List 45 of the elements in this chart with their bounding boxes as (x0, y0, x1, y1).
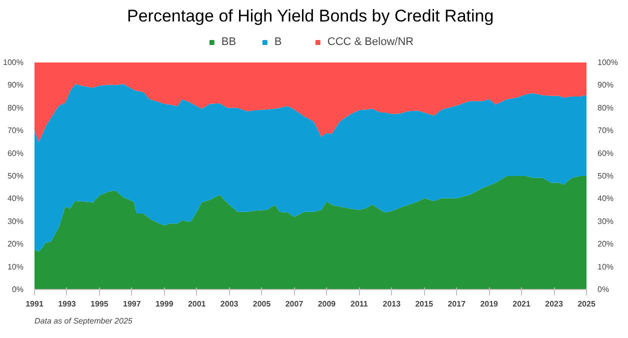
y-tick-label: 20% (7, 240, 24, 249)
x-tick-label: 2019 (480, 300, 499, 308)
x-tick-label: 2001 (188, 300, 206, 308)
y-tick-label: 100% (3, 58, 24, 67)
y2-tick-label: 70% (598, 126, 614, 136)
x-tick-label: 1997 (123, 300, 142, 308)
x-tick-label: 2005 (252, 300, 272, 308)
x-tick-label: 2025 (578, 300, 596, 308)
x-tick-label: 2011 (350, 300, 368, 308)
legend-label: BB (221, 36, 238, 48)
x-tick-label: 2003 (220, 300, 239, 308)
x-tick-label: 2015 (415, 300, 434, 308)
y-tick-label: 80% (7, 103, 24, 112)
y-tick-label: 50% (7, 172, 24, 180)
y-tick-label: 60% (7, 148, 24, 158)
y2-tick-label: 40% (598, 194, 614, 204)
text: Data as of September 2025 (34, 316, 133, 326)
y2-tick-label: 50% (598, 172, 614, 180)
legend-label: B (274, 36, 283, 48)
y-tick-label: 30% (7, 216, 24, 226)
y-tick-label: 90% (7, 80, 24, 90)
y2-tick-label: 60% (598, 148, 614, 158)
y2-tick-label: 0% (598, 285, 610, 294)
y2-tick-label: 100% (598, 58, 618, 67)
x-tick-label: 2007 (285, 300, 304, 308)
y2-tick-label: 10% (598, 262, 614, 272)
y-tick-label: 40% (7, 194, 24, 204)
x-tick-label: 2013 (382, 300, 402, 308)
y-tick-label: 70% (7, 126, 24, 136)
x-tick-label: 2017 (448, 300, 466, 308)
x-tick-label: 1991 (26, 300, 44, 308)
y2-tick-label: 20% (598, 240, 614, 249)
legend-label: CCC & Below/NR (327, 36, 414, 48)
chart-title: Percentage of High Yield Bonds by Credit Rating (127, 6, 494, 26)
y-tick-label: 10% (7, 262, 24, 272)
y2-tick-label: 30% (598, 216, 614, 226)
x-tick-label: 2009 (318, 300, 336, 308)
x-tick-label: 1995 (90, 300, 109, 308)
y2-tick-label: 90% (598, 80, 614, 90)
x-tick-label: 2023 (545, 300, 564, 308)
x-tick-label: 2021 (512, 300, 532, 308)
y2-tick-label: 80% (598, 103, 614, 112)
x-tick-label: 1999 (155, 300, 174, 308)
y-tick-label: 0% (12, 285, 24, 294)
x-tick-label: 1993 (58, 300, 76, 308)
